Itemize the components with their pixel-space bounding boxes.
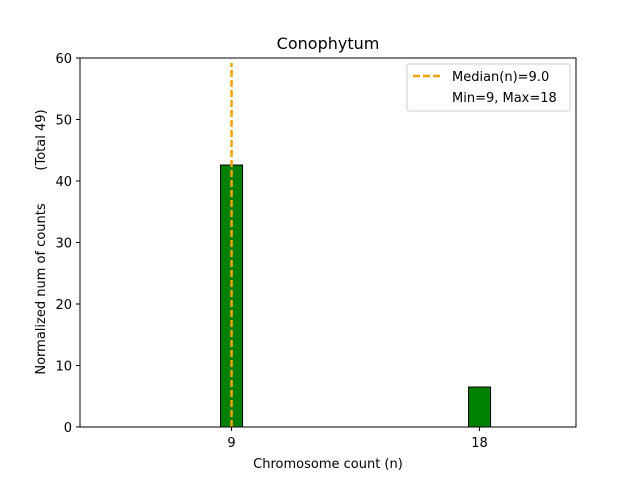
y-tick-label: 10 (55, 360, 72, 375)
bar-18 (468, 386, 492, 428)
legend: Median(n)=9.0 Min=9, Max=18 (406, 63, 571, 112)
y-tick-label: 30 (55, 237, 72, 252)
legend-median-label: Median(n)=9.0 (452, 70, 549, 85)
y-tick-label: 60 (55, 52, 72, 67)
bars (220, 164, 492, 428)
y-axis-label: Normalized num of counts (34, 203, 49, 374)
legend-box (406, 63, 571, 112)
x-tick-label: 18 (471, 436, 488, 451)
x-tick-label: 9 (227, 436, 235, 451)
y-tick-label: 50 (55, 114, 72, 129)
legend-minmax-label: Min=9, Max=18 (452, 91, 557, 106)
x-axis-label: Chromosome count (n) (253, 457, 403, 472)
y-tick-label: 20 (55, 298, 72, 313)
y-ticks: 0 10 20 30 40 50 60 (55, 52, 80, 436)
y-axis-total-label: (Total 49) (34, 109, 49, 170)
chart-title: Conophytum (277, 34, 380, 53)
x-ticks: 9 18 (227, 427, 488, 451)
plot-frame (79, 57, 577, 428)
y-tick-label: 0 (64, 421, 72, 436)
y-tick-label: 40 (55, 175, 72, 190)
